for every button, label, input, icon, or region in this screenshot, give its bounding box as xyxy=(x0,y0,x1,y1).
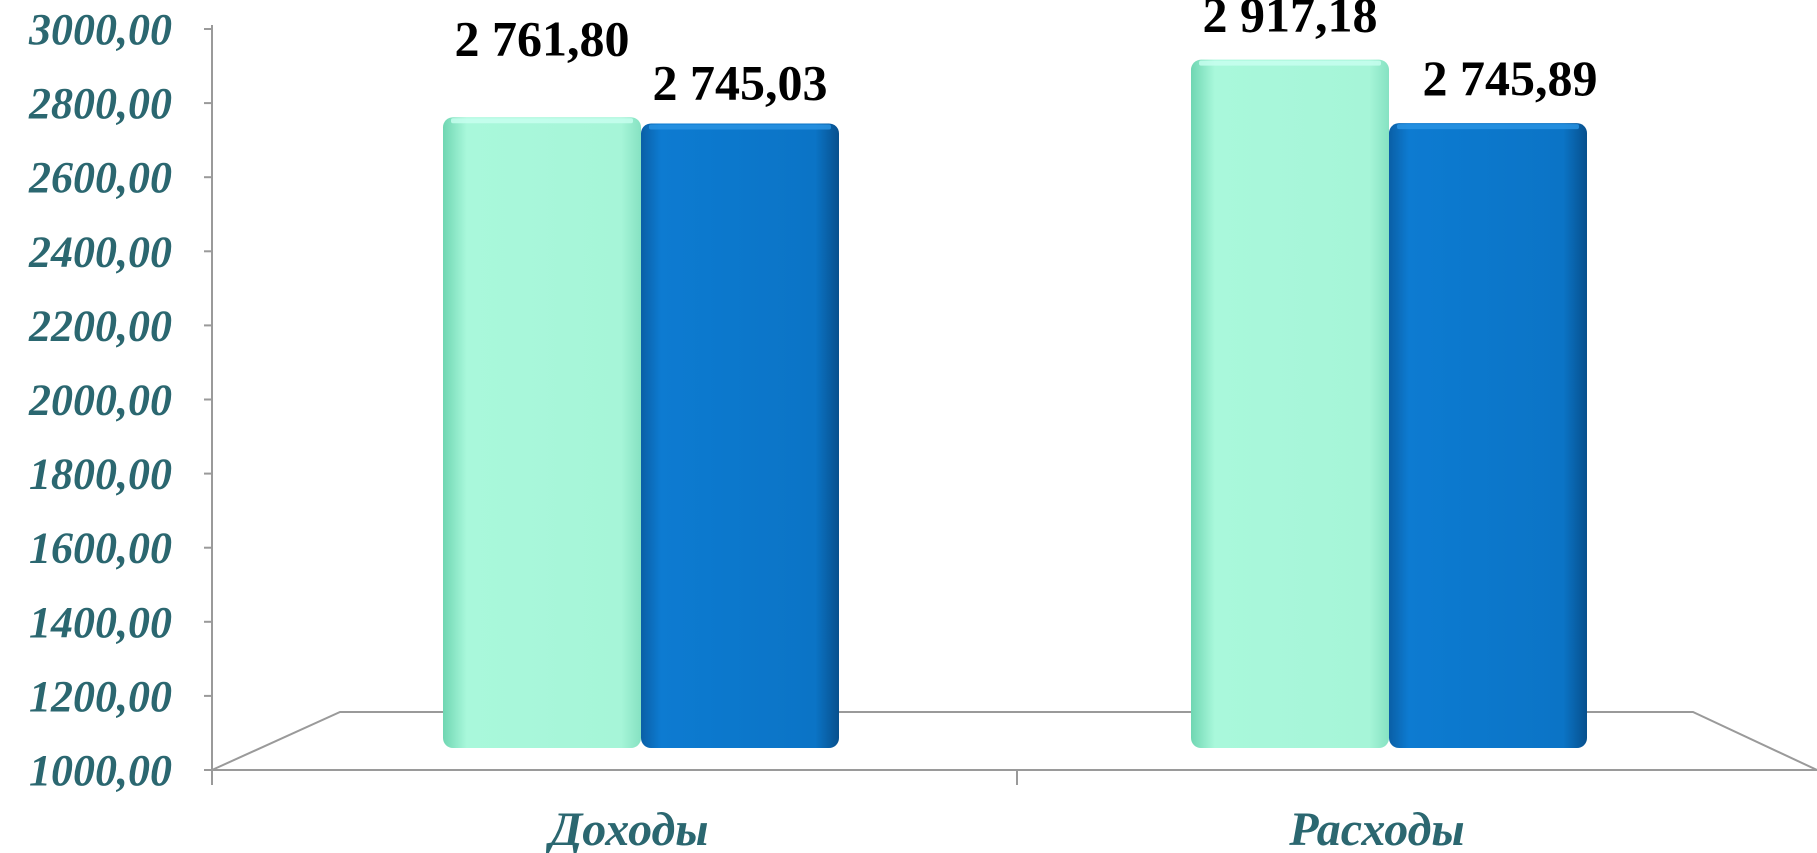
bar-series1-0 xyxy=(443,117,641,748)
data-label: 2 761,80 xyxy=(455,10,630,66)
y-tick-label: 2600,00 xyxy=(28,153,172,202)
y-tick-label: 2200,00 xyxy=(28,301,172,350)
y-tick-label: 2800,00 xyxy=(28,79,172,128)
data-label: 2 917,18 xyxy=(1203,0,1378,43)
data-label: 2 745,03 xyxy=(653,54,828,110)
y-tick-label: 1000,00 xyxy=(29,746,172,795)
x-axis-category-labels: Доходы Расходы xyxy=(545,803,1464,853)
y-tick-label: 3000,00 xyxy=(28,5,172,54)
bar-top-highlight xyxy=(649,124,831,130)
bar-top-highlight xyxy=(1397,124,1579,130)
y-tick-label: 1600,00 xyxy=(29,524,172,573)
bar-series1-1 xyxy=(1191,59,1389,748)
bar-series2-1 xyxy=(1389,123,1587,748)
y-tick-label: 1800,00 xyxy=(29,450,172,499)
bar-top-highlight xyxy=(451,118,633,124)
y-axis-ticks: 1000,00 1200,00 1400,00 1600,00 1800,00 2000,… xyxy=(28,5,212,795)
y-tick-label: 1400,00 xyxy=(29,598,172,647)
y-tick-label: 2000,00 xyxy=(28,376,172,425)
data-label: 2 745,89 xyxy=(1423,50,1598,106)
bar-top-highlight xyxy=(1199,60,1381,66)
y-tick-label: 2400,00 xyxy=(28,227,172,276)
x-category-label: Доходы xyxy=(545,803,708,853)
x-category-label: Расходы xyxy=(1288,803,1464,853)
data-labels: 2 761,80 2 745,03 2 917,18 2 745,89 xyxy=(455,0,1598,110)
y-tick-label: 1200,00 xyxy=(29,672,172,721)
bar-series2-0 xyxy=(641,123,839,749)
bars xyxy=(443,59,1587,749)
